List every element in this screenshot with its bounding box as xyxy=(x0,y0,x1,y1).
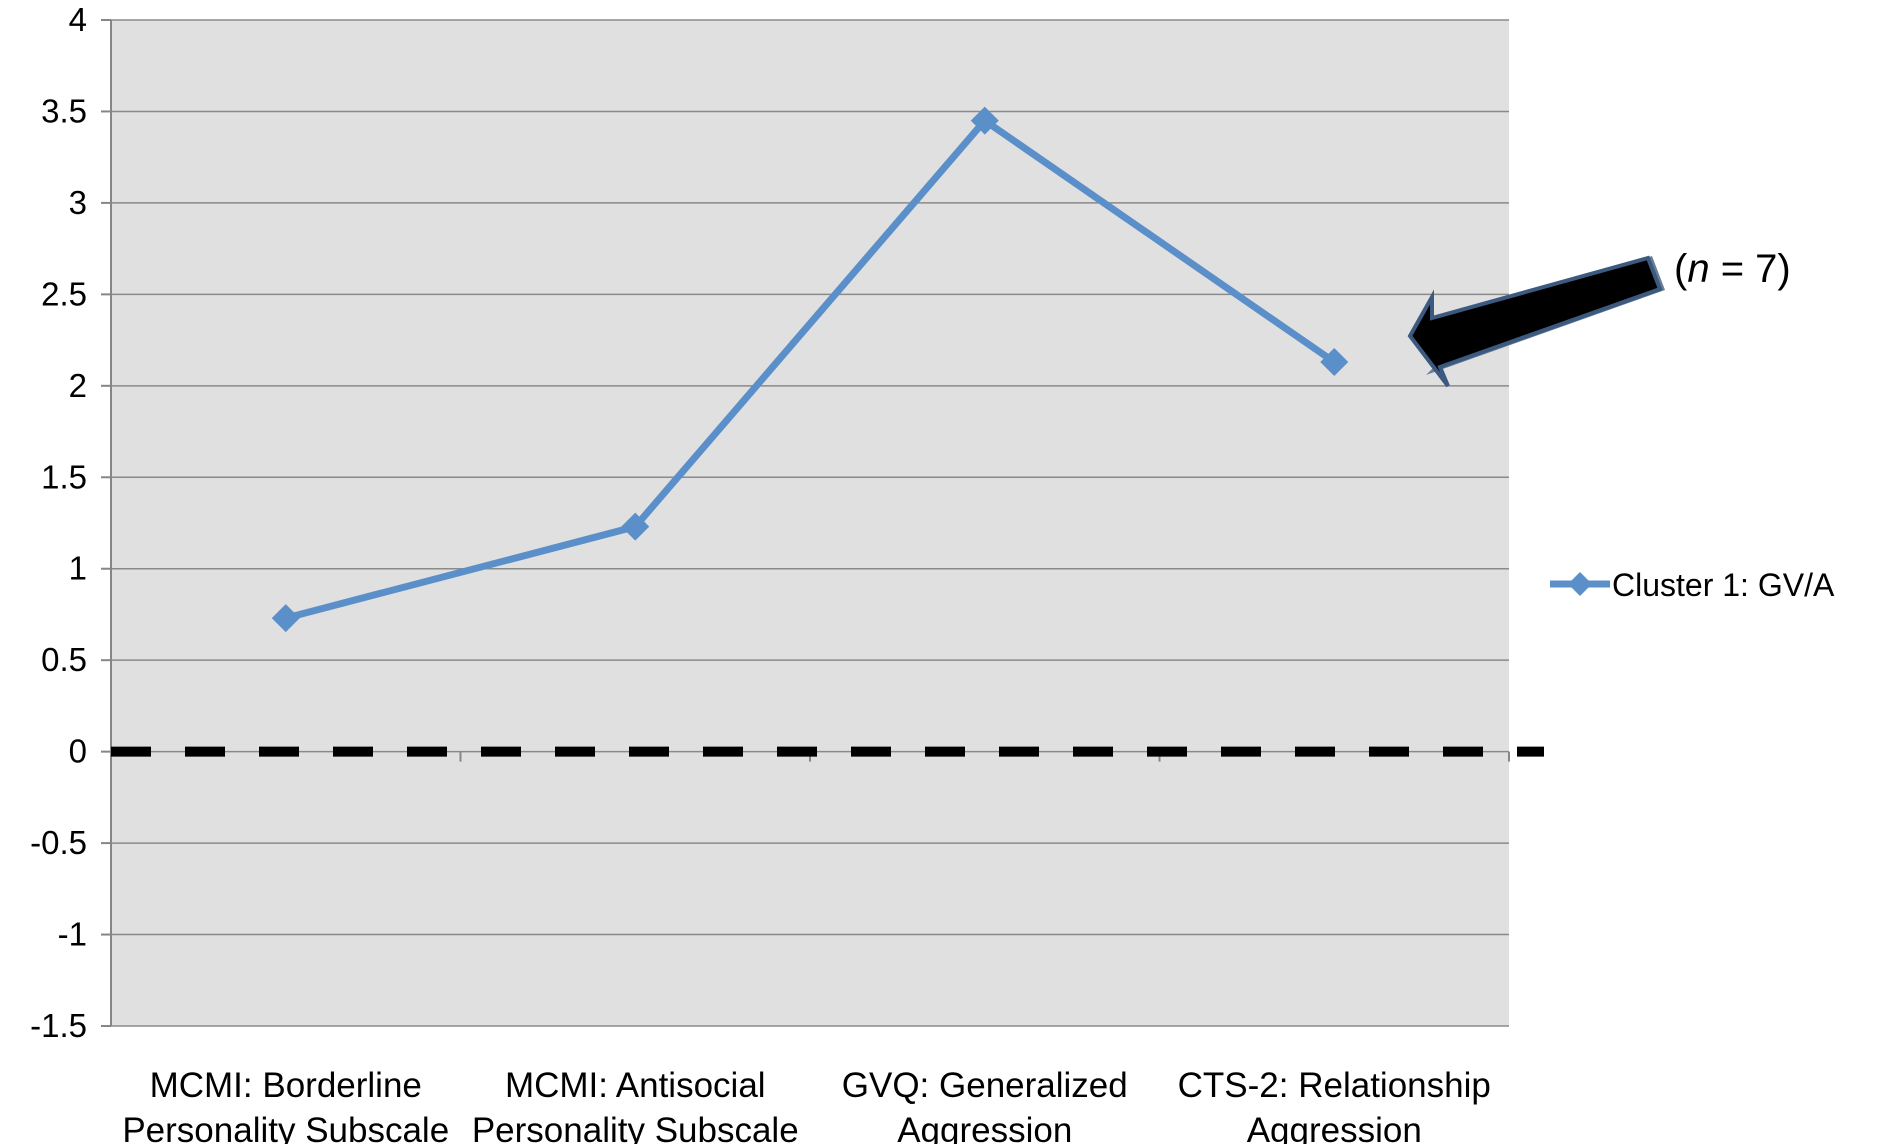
gridlines xyxy=(101,19,1509,1027)
data-point xyxy=(1320,348,1349,377)
y-tick-label: -0.5 xyxy=(30,824,87,861)
y-tick-label: 0 xyxy=(69,733,87,770)
y-tick-label: 2 xyxy=(69,367,87,404)
x-category-label-line: Personality Subscale xyxy=(472,1111,799,1144)
annotation-label: (n = 7) xyxy=(1674,247,1791,291)
x-category-labels: MCMI: Borderline Personality SubscaleMCMI… xyxy=(122,1066,1491,1144)
x-category-label: MCMI: Antisocial Personality Subscale xyxy=(472,1066,799,1144)
y-tick-label: -1.5 xyxy=(30,1007,87,1044)
y-tick-labels: -1.5 -1 -0.5 0 0.5 1 1.5 2 2.5 3 3.5 4 xyxy=(30,1,87,1044)
series-line xyxy=(284,117,1337,622)
x-category-label-line: Aggression xyxy=(1247,1111,1422,1144)
y-tick-label: -1 xyxy=(58,916,87,953)
x-category-label: GVQ: Generalized Aggression xyxy=(842,1066,1128,1144)
y-tick-label: 3 xyxy=(69,184,87,221)
annotation-suffix: = 7) xyxy=(1710,247,1791,291)
x-category-label-line: Personality Subscale xyxy=(122,1111,449,1144)
legend-marker xyxy=(1568,572,1592,596)
x-category-label-line: GVQ: Generalized xyxy=(842,1066,1128,1105)
x-category-label: MCMI: Borderline Personality Subscale xyxy=(122,1066,449,1144)
y-tick-label: 0.5 xyxy=(41,641,87,678)
x-category-label-line: Aggression xyxy=(897,1111,1072,1144)
annotation-n: n xyxy=(1687,247,1709,291)
annotation: (n = 7) xyxy=(1407,247,1791,388)
plot-area xyxy=(111,20,1509,1026)
y-tick-label: 1.5 xyxy=(41,458,87,495)
data-point xyxy=(970,106,999,135)
y-tick-label: 3.5 xyxy=(41,92,87,129)
data-points xyxy=(271,106,1349,633)
x-category-label: CTS-2: Relationship Aggression xyxy=(1178,1066,1491,1144)
y-tick-label: 2.5 xyxy=(41,275,87,312)
data-point xyxy=(621,512,650,541)
legend-label: Cluster 1: GV/A xyxy=(1612,567,1835,603)
y-tick-label: 1 xyxy=(69,550,87,587)
y-tick-label: 4 xyxy=(69,1,87,38)
annotation-prefix: ( xyxy=(1674,247,1688,291)
annotation-arrow-body xyxy=(1407,255,1663,388)
legend: Cluster 1: GV/A xyxy=(1550,567,1835,603)
data-point xyxy=(271,604,300,633)
x-category-label-line: CTS-2: Relationship xyxy=(1178,1066,1491,1105)
x-category-label-line: MCMI: Borderline xyxy=(150,1066,422,1105)
x-category-label-line: MCMI: Antisocial xyxy=(505,1066,766,1105)
